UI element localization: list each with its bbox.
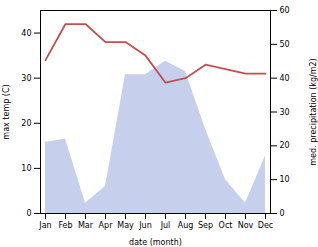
svg-text:Aug: Aug: [178, 221, 194, 230]
svg-text:20: 20: [280, 141, 290, 150]
svg-text:0: 0: [280, 209, 285, 218]
svg-text:date (month): date (month): [129, 238, 182, 247]
svg-text:20: 20: [21, 119, 31, 128]
svg-text:10: 10: [21, 164, 31, 173]
svg-text:Jun: Jun: [138, 221, 152, 230]
svg-text:Feb: Feb: [58, 221, 72, 230]
svg-text:Jan: Jan: [38, 221, 51, 230]
svg-text:Oct: Oct: [219, 221, 233, 230]
svg-text:May: May: [117, 221, 134, 230]
svg-text:60: 60: [280, 6, 290, 15]
svg-text:Apr: Apr: [99, 221, 114, 230]
svg-text:30: 30: [21, 74, 31, 83]
svg-text:30: 30: [280, 108, 290, 117]
svg-text:max temp (C): max temp (C): [2, 84, 11, 139]
svg-text:Dec: Dec: [258, 221, 273, 230]
svg-text:Jul: Jul: [160, 221, 171, 230]
svg-text:40: 40: [21, 29, 31, 38]
svg-text:40: 40: [280, 74, 290, 83]
svg-text:50: 50: [280, 40, 290, 49]
svg-text:Sep: Sep: [198, 221, 213, 230]
svg-text:Mar: Mar: [78, 221, 94, 230]
svg-text:Nov: Nov: [238, 221, 254, 230]
svg-text:10: 10: [280, 175, 290, 184]
svg-text:0: 0: [26, 209, 31, 218]
svg-text:med. precipitation (kg/m2): med. precipitation (kg/m2): [309, 58, 318, 165]
